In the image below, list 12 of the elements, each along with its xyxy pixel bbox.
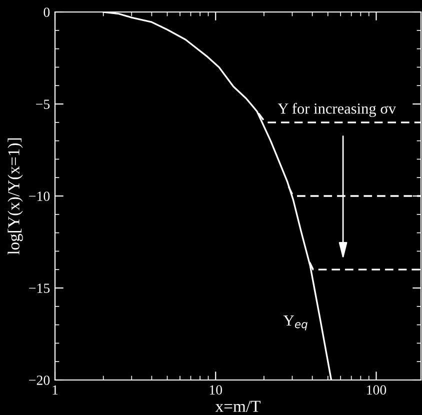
y-tick-label: −20 <box>29 376 50 385</box>
annotation: Y$_{eq}$ <box>283 316 308 330</box>
x-axis-title: x=m/T <box>215 400 260 412</box>
annotation: Y for increasing σv <box>278 102 396 117</box>
x-tick-label: 10 <box>210 385 222 395</box>
x-tick-label: 100 <box>367 385 386 395</box>
y-tick-label: −5 <box>36 100 50 109</box>
x-tick-label: 1 <box>52 385 58 394</box>
y-axis-title: log[Y(x)/Y(x=1)] <box>8 138 23 255</box>
y-tick-label: 0 <box>44 8 50 17</box>
y-tick-label: −15 <box>29 284 50 293</box>
y-tick-label: −10 <box>29 192 50 201</box>
